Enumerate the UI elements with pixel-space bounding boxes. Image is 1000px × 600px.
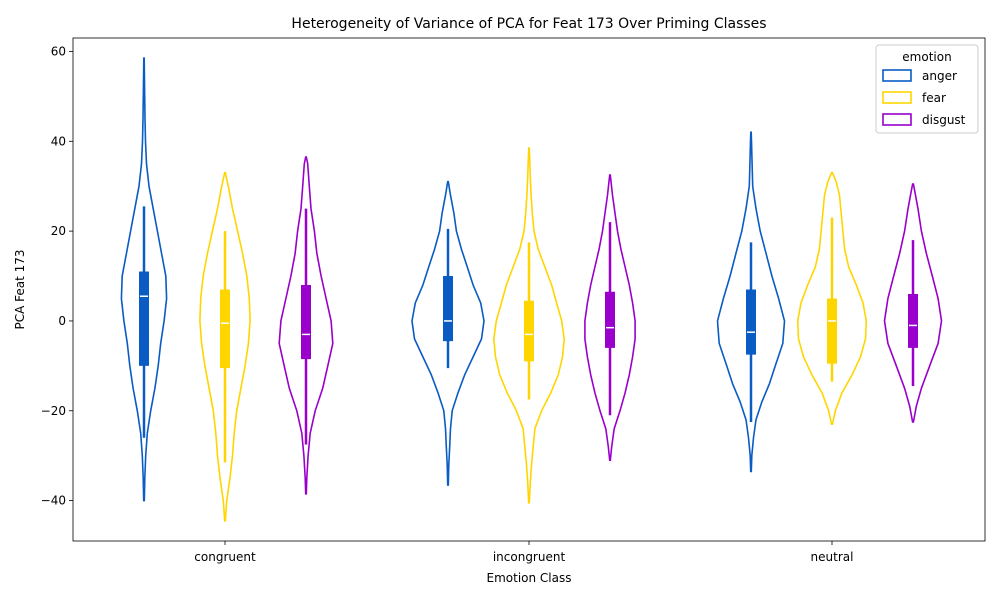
legend-swatch-fear [882,91,912,104]
chart-title: Heterogeneity of Variance of PCA for Fea… [291,16,766,32]
legend-title: emotion [902,50,951,64]
plot-layer [120,57,943,522]
violin-fear-incongruent [492,147,566,504]
y-tick-label: 20 [51,224,66,238]
legend: emotion anger fear disgust [875,44,979,134]
violin-disgust-congruent [278,156,334,495]
legend-label-disgust: disgust [922,113,966,127]
y-tick-label: 40 [51,134,66,148]
legend-box [875,44,979,134]
y-tick-label: 0 [58,314,66,328]
legend-swatch-anger [882,69,912,82]
x-tick-label-congruent: congruent [194,550,256,564]
legend-label-fear: fear [922,91,946,105]
violin-disgust-incongruent [584,174,636,461]
iqr-box-anger-incongruent [443,276,453,342]
violin-disgust-neutral [883,183,943,423]
iqr-box-anger-congruent [139,271,149,366]
iqr-box-fear-incongruent [524,300,534,362]
iqr-box-disgust-incongruent [605,291,615,348]
iqr-box-fear-neutral [827,298,837,364]
x-axis-label: Emotion Class [487,571,572,585]
legend-swatch-disgust [882,113,912,126]
legend-label-anger: anger [922,69,957,83]
violin-anger-congruent [120,57,168,502]
y-axis-label: PCA Feat 173 [13,249,27,329]
iqr-box-disgust-congruent [301,285,311,360]
axis-layer: −40 −20 0 20 40 60 congruent incongruent neutral [41,44,854,564]
violin-fear-congruent [199,171,251,522]
y-tick-label: −20 [41,404,66,418]
x-tick-label-incongruent: incongruent [493,550,566,564]
iqr-box-disgust-neutral [908,293,918,348]
violin-anger-incongruent [411,180,485,486]
iqr-box-anger-neutral [746,289,756,355]
violin-fear-neutral [796,171,868,425]
y-tick-label: −40 [41,494,66,508]
iqr-box-fear-congruent [220,289,230,369]
y-tick-label: 60 [51,44,66,58]
violin-anger-neutral [716,131,786,473]
x-tick-label-neutral: neutral [811,550,854,564]
